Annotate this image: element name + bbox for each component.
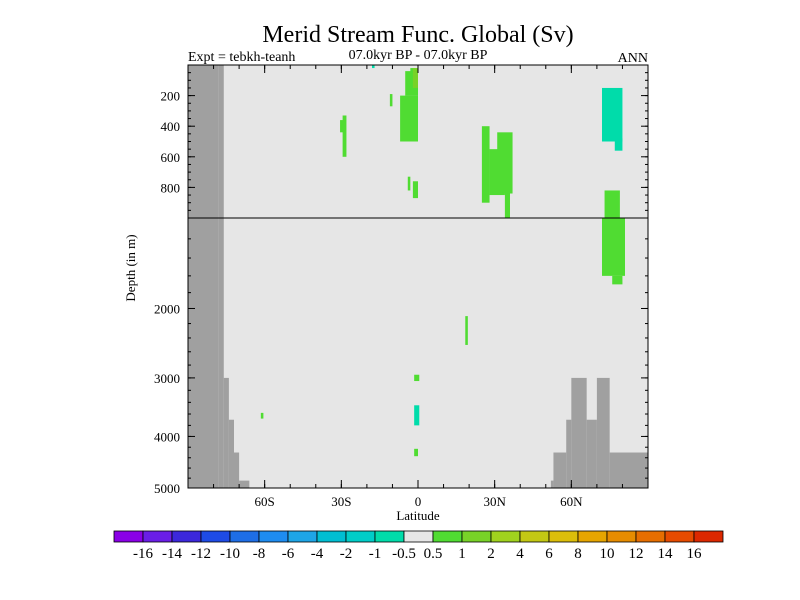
colorbar-swatch	[664, 530, 695, 543]
contour-cell	[504, 187, 510, 218]
colorbar-swatch	[693, 530, 724, 543]
y-tick-label: 600	[161, 150, 181, 165]
colorbar-swatch	[548, 530, 579, 543]
colorbar-label: 14	[658, 546, 674, 562]
contour-cell	[465, 316, 468, 345]
land-mask	[218, 65, 224, 488]
colorbar-swatch	[519, 530, 550, 543]
colorbar-label: 2	[487, 546, 495, 562]
land-mask	[223, 377, 229, 488]
colorbar-swatch	[577, 530, 608, 543]
colorbar-swatch	[113, 530, 144, 543]
contour-cell	[497, 132, 513, 194]
colorbar-swatch	[316, 530, 347, 543]
contour-cell	[260, 412, 264, 419]
subtitle-center: 07.0kyr BP - 07.0kyr BP	[349, 48, 488, 63]
colorbar-label: -16	[133, 546, 153, 562]
colorbar: -16 -14 -12 -10 -8 -6 -4 -2 -1 -0.5 0.5 1 2 4 6 8 10 12 14…	[113, 530, 724, 562]
colorbar-label: 4	[516, 546, 524, 562]
contour-cell	[407, 176, 411, 191]
colorbar-label: 0.5	[424, 546, 443, 562]
x-tick-label: 0	[415, 494, 422, 509]
colorbar-swatch	[287, 530, 318, 543]
land-mask	[566, 419, 572, 488]
colorbar-label: -14	[162, 546, 182, 562]
contour-cell	[372, 65, 375, 69]
x-tick-label: 60S	[255, 494, 275, 509]
colorbar-label: -8	[253, 546, 266, 562]
y-tick-label: 200	[161, 89, 181, 104]
colorbar-label: -6	[282, 546, 295, 562]
land-mask	[550, 480, 554, 488]
x-tick-label: 30N	[483, 494, 506, 509]
colorbar-label: 1	[458, 546, 466, 562]
contour-cell	[414, 374, 420, 382]
colorbar-label: -1	[369, 546, 382, 562]
colorbar-label: 6	[545, 546, 553, 562]
land-mask	[234, 452, 240, 488]
contour-cell	[481, 126, 490, 203]
contour-cell	[389, 94, 393, 107]
contour-cell	[602, 218, 625, 276]
contour-cell	[412, 181, 418, 199]
colorbar-label: -2	[340, 546, 353, 562]
colorbar-label: 8	[574, 546, 582, 562]
contour-cell	[412, 68, 418, 88]
contour-cell	[612, 275, 623, 285]
x-tick-label: 60N	[560, 494, 583, 509]
colorbar-label: 10	[600, 546, 615, 562]
colorbar-swatch	[200, 530, 231, 543]
colorbar-swatch	[258, 530, 289, 543]
colorbar-label: 16	[687, 546, 703, 562]
contour-cell	[414, 448, 418, 457]
contour-cell	[614, 138, 623, 151]
land-mask	[571, 377, 587, 488]
colorbar-swatch	[229, 530, 260, 543]
colorbar-swatch	[490, 530, 521, 543]
contour-cell	[342, 115, 347, 157]
colorbar-label: -10	[220, 546, 240, 562]
contour-cell	[340, 120, 344, 133]
y-tick-label: 400	[161, 119, 181, 134]
contour-cell	[414, 405, 420, 426]
land-mask	[188, 65, 219, 488]
colorbar-label: -4	[311, 546, 324, 562]
y-axis-label: Depth (in m)	[123, 234, 138, 301]
land-mask	[228, 419, 234, 488]
colorbar-swatch	[142, 530, 173, 543]
y-tick-label: 5000	[154, 481, 180, 496]
y-tick-label: 2000	[154, 301, 180, 316]
y-tick-label: 800	[161, 180, 181, 195]
x-axis-label: Latitude	[396, 508, 440, 523]
colorbar-label: 12	[629, 546, 644, 562]
colorbar-swatch	[606, 530, 637, 543]
x-tick-label: 30S	[331, 494, 351, 509]
colorbar-swatch	[403, 530, 434, 543]
subtitle-right: ANN	[618, 51, 648, 66]
y-tick-label: 3000	[154, 371, 180, 386]
colorbar-swatch	[432, 530, 463, 543]
land-mask	[596, 377, 610, 488]
contour-cell	[400, 95, 418, 142]
colorbar-label: -12	[191, 546, 211, 562]
land-mask	[553, 452, 567, 488]
contour-cell	[602, 87, 623, 142]
contour-cell	[604, 190, 620, 218]
land-mask	[239, 480, 250, 488]
subtitle-left: Expt = tebkh-teanh	[188, 50, 295, 65]
y-tick-label: 4000	[154, 429, 180, 444]
land-mask	[609, 452, 648, 488]
colorbar-swatch	[635, 530, 666, 543]
colorbar-label: -0.5	[392, 546, 416, 562]
colorbar-swatch	[374, 530, 405, 543]
chart-title: Merid Stream Func. Global (Sv)	[262, 22, 573, 48]
colorbar-swatch	[171, 530, 202, 543]
colorbar-swatch	[345, 530, 376, 543]
plot-area: 60S 30S 0 30N 60N 200 400 600 800 2000 3000 4000 500…	[154, 64, 649, 509]
land-mask	[586, 419, 597, 488]
colorbar-swatch	[461, 530, 492, 543]
